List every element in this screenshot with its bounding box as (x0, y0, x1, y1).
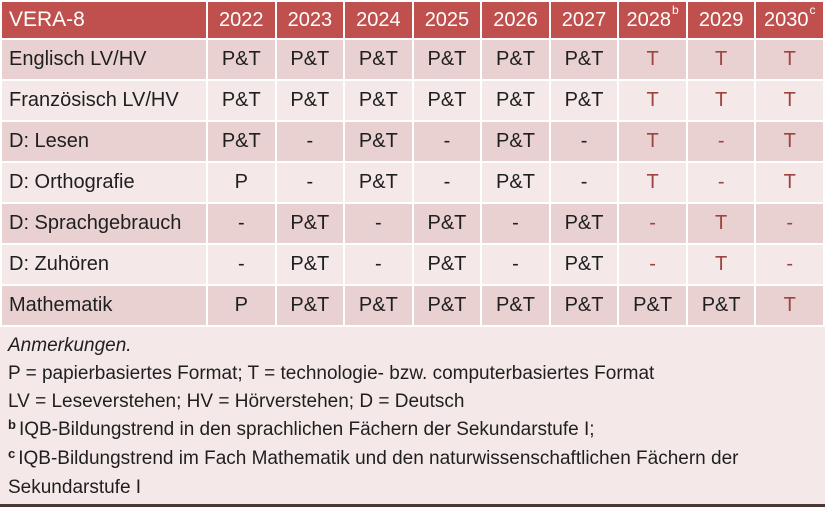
table-value-cell: P&T (413, 245, 481, 284)
notes-title: Anmerkungen. (8, 335, 132, 356)
table-value-cell: T (619, 81, 686, 120)
table-value-cell: P&T (550, 81, 618, 120)
table-value-cell: P&T (550, 245, 618, 284)
row-label-cell: D: Zuhören (2, 245, 206, 284)
table-value-cell: T (687, 204, 755, 243)
table-value-cell: P (208, 163, 275, 202)
table-value-cell: - (482, 204, 549, 243)
table-value-cell: P&T (208, 122, 275, 161)
table-value-cell: T (687, 81, 755, 120)
table-value-cell: P&T (345, 286, 412, 325)
table-value-cell: - (687, 163, 755, 202)
table-value-cell: P&T (413, 286, 481, 325)
table-value-cell: P (208, 286, 275, 325)
table-value-cell: P&T (482, 122, 549, 161)
vera8-schedule-table: VERA-8 2022 2023 2024 2025 2026 2027 2028 b 2029… (0, 0, 825, 327)
footnote-marker: b (8, 417, 16, 432)
table-value-cell: - (208, 245, 275, 284)
table-value-cell: P&T (208, 81, 275, 120)
note-line: c IQB-Bildungstrend im Fach Mathematik un… (8, 446, 739, 498)
table-value-cell: P&T (345, 81, 412, 120)
table-value-cell: - (276, 163, 344, 202)
table-value-cell: P&T (482, 286, 549, 325)
table-value-cell: - (482, 245, 549, 284)
year-header-cell: 2023 (276, 2, 344, 38)
note-line: b IQB-Bildungstrend in den sprachlichen F… (8, 417, 595, 440)
bottom-edge-bar (0, 504, 825, 507)
row-label-cell: Mathematik (2, 286, 206, 325)
table-value-cell: - (413, 122, 481, 161)
note-line: P = papierbasiertes Format; T = technolo… (8, 363, 655, 384)
year-header-cell: 2022 (208, 2, 275, 38)
table-value-cell: P&T (208, 40, 275, 79)
table-value-cell: T (619, 163, 686, 202)
table-value-cell: T (756, 40, 823, 79)
table-value-cell: P&T (276, 245, 344, 284)
table-value-cell: - (550, 122, 618, 161)
table-value-cell: P&T (276, 81, 344, 120)
table-value-cell: P&T (413, 81, 481, 120)
table-value-cell: P&T (345, 163, 412, 202)
table-value-cell: - (687, 122, 755, 161)
note-line: LV = Leseverstehen; HV = Hörverstehen; D… (8, 391, 465, 412)
table-value-cell: P&T (482, 163, 549, 202)
year-header-cell: 2026 (482, 2, 549, 38)
table-value-cell: P&T (413, 204, 481, 243)
table-value-cell: T (756, 163, 823, 202)
table-value-cell: - (756, 204, 823, 243)
table-value-cell: T (687, 40, 755, 79)
table-value-cell: P&T (345, 40, 412, 79)
table-value-cell: T (619, 40, 686, 79)
footnote-marker: c (809, 3, 816, 17)
table-value-cell: - (619, 245, 686, 284)
footnote-marker: b (672, 3, 679, 17)
year-header-cell: 2027 (550, 2, 618, 38)
table-value-cell: - (756, 245, 823, 284)
table-value-cell: T (619, 122, 686, 161)
table-value-cell: P&T (276, 204, 344, 243)
row-label-cell: D: Lesen (2, 122, 206, 161)
table-value-cell: P&T (413, 40, 481, 79)
table-value-cell: - (276, 122, 344, 161)
year-header-cell: 2029 (687, 2, 755, 38)
table-value-cell: - (208, 204, 275, 243)
row-label-cell: Englisch LV/HV (2, 40, 206, 79)
year-header-cell: 2024 (345, 2, 412, 38)
year-header-cell: 2025 (413, 2, 481, 38)
row-label-cell: D: Sprachgebrauch (2, 204, 206, 243)
row-label-cell: D: Orthografie (2, 163, 206, 202)
table-title-cell: VERA-8 (2, 2, 206, 38)
table-value-cell: P&T (482, 40, 549, 79)
table-value-cell: T (687, 245, 755, 284)
table-value-cell: - (619, 204, 686, 243)
table-value-cell: P&T (687, 286, 755, 325)
table-value-cell: - (550, 163, 618, 202)
table-value-cell: P&T (550, 40, 618, 79)
table-value-cell: P&T (619, 286, 686, 325)
table-value-cell: - (345, 245, 412, 284)
table-value-cell: - (345, 204, 412, 243)
table-value-cell: P&T (550, 286, 618, 325)
table-value-cell: T (756, 122, 823, 161)
table-value-cell: P&T (550, 204, 618, 243)
table-value-cell: - (413, 163, 481, 202)
year-header-cell: 2030 c (756, 2, 823, 38)
year-header-cell: 2028 b (619, 2, 686, 38)
notes-section: Anmerkungen. P = papierbasiertes Format;… (0, 327, 825, 504)
table-value-cell: P&T (482, 81, 549, 120)
notes-lines: P = papierbasiertes Format; T = technolo… (8, 360, 765, 502)
table-value-cell: T (756, 81, 823, 120)
table-value-cell: P&T (276, 286, 344, 325)
table-value-cell: T (756, 286, 823, 325)
table-value-cell: P&T (276, 40, 344, 79)
row-label-cell: Französisch LV/HV (2, 81, 206, 120)
footnote-marker: c (8, 446, 16, 461)
table-value-cell: P&T (345, 122, 412, 161)
